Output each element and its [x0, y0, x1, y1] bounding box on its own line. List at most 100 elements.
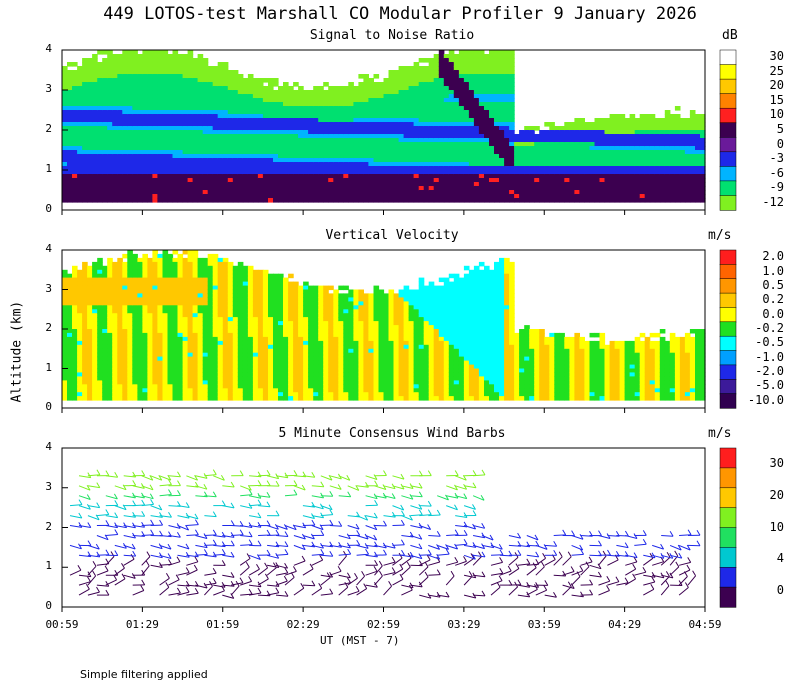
- vv-cell: [157, 332, 163, 338]
- snr-cell: [494, 122, 500, 127]
- vv-cell: [172, 277, 179, 283]
- snr-cell: [413, 74, 420, 79]
- snr-cell: [664, 154, 671, 159]
- snr-cell: [97, 190, 103, 195]
- snr-cell: [192, 70, 199, 75]
- snr-cell: [448, 98, 455, 103]
- snr-cell: [187, 50, 194, 55]
- snr-cell: [132, 74, 138, 79]
- vv-cell: [162, 340, 169, 346]
- snr-cell: [509, 198, 515, 203]
- vv-cell: [122, 340, 128, 346]
- snr-cell: [232, 174, 239, 179]
- snr-cell: [463, 94, 470, 99]
- snr-cell: [147, 54, 153, 59]
- snr-cell: [182, 170, 189, 175]
- snr-cell: [393, 166, 400, 171]
- snr-cell: [328, 146, 334, 151]
- snr-cell: [478, 86, 485, 91]
- vv-cell: [192, 392, 199, 397]
- snr-cell: [152, 82, 158, 87]
- vv-cell: [92, 277, 98, 283]
- snr-cell: [237, 174, 244, 179]
- snr-cell: [162, 158, 169, 163]
- snr-cell: [423, 130, 430, 135]
- vv-cell: [132, 297, 138, 302]
- snr-cell: [403, 82, 410, 87]
- snr-cell: [303, 162, 309, 167]
- snr-cell: [529, 150, 535, 155]
- snr-cell: [107, 190, 113, 195]
- snr-cell: [368, 122, 374, 127]
- vv-cell: [172, 317, 179, 322]
- snr-cell: [403, 194, 410, 199]
- vv-cell: [157, 289, 163, 294]
- snr-cell: [363, 198, 369, 203]
- snr-cell: [368, 138, 374, 143]
- snr-cell: [167, 142, 174, 147]
- snr-cell: [338, 94, 344, 99]
- snr-cell: [579, 190, 585, 195]
- snr-cell: [227, 154, 234, 159]
- vv-cell: [147, 273, 153, 279]
- vv-cell: [142, 332, 148, 338]
- vv-cell: [92, 265, 98, 271]
- vv-cell: [207, 356, 214, 362]
- snr-cell: [152, 50, 158, 55]
- snr-cell: [494, 186, 500, 191]
- snr-cell: [599, 130, 606, 135]
- snr-cell: [438, 162, 445, 167]
- snr-cell: [147, 90, 153, 95]
- snr-cell: [398, 190, 405, 195]
- vv-cell: [212, 265, 219, 271]
- vv-cell: [92, 305, 98, 310]
- vv-cell: [192, 336, 199, 342]
- snr-cell: [524, 154, 530, 159]
- snr-cell: [82, 110, 88, 115]
- snr-cell: [368, 170, 374, 175]
- vv-cell: [192, 396, 199, 401]
- vv-cell: [122, 313, 128, 318]
- snr-cell: [368, 126, 374, 131]
- vv-cell: [87, 368, 93, 373]
- snr-cell: [82, 70, 88, 75]
- snr-cell: [604, 178, 611, 183]
- vv-cell: [132, 329, 138, 334]
- snr-cell: [614, 114, 621, 119]
- snr-cell: [92, 166, 98, 171]
- snr-cell: [504, 50, 510, 55]
- snr-cell: [378, 90, 385, 95]
- snr-cell: [217, 142, 224, 147]
- snr-cell: [252, 98, 259, 103]
- snr-cell: [192, 194, 199, 199]
- snr-cell: [609, 126, 616, 131]
- vv-cell: [67, 372, 73, 377]
- snr-cell: [318, 194, 324, 199]
- snr-cell: [468, 158, 475, 163]
- snr-cell: [614, 150, 621, 155]
- snr-cell: [162, 50, 169, 55]
- snr-cell: [273, 174, 279, 179]
- snr-cell: [594, 134, 601, 139]
- snr-cell: [112, 198, 118, 203]
- snr-cell: [348, 150, 354, 155]
- snr-cell: [333, 170, 339, 175]
- snr-cell: [132, 118, 138, 123]
- snr-cell: [664, 174, 671, 179]
- snr-cell: [458, 154, 465, 159]
- snr-cell: [247, 154, 254, 159]
- snr-cell: [478, 146, 485, 151]
- vv-cell: [67, 285, 73, 291]
- snr-cell: [659, 190, 666, 195]
- snr-cell: [177, 106, 184, 111]
- vv-cell: [82, 317, 88, 322]
- vv-cell: [97, 281, 103, 287]
- snr-cell: [323, 150, 329, 155]
- snr-cell: [438, 58, 445, 63]
- vv-cell: [172, 257, 179, 263]
- snr-cell: [484, 70, 490, 75]
- snr-cell: [468, 50, 475, 55]
- snr-cell: [177, 170, 184, 175]
- snr-cell: [453, 174, 460, 179]
- snr-cell: [654, 134, 661, 139]
